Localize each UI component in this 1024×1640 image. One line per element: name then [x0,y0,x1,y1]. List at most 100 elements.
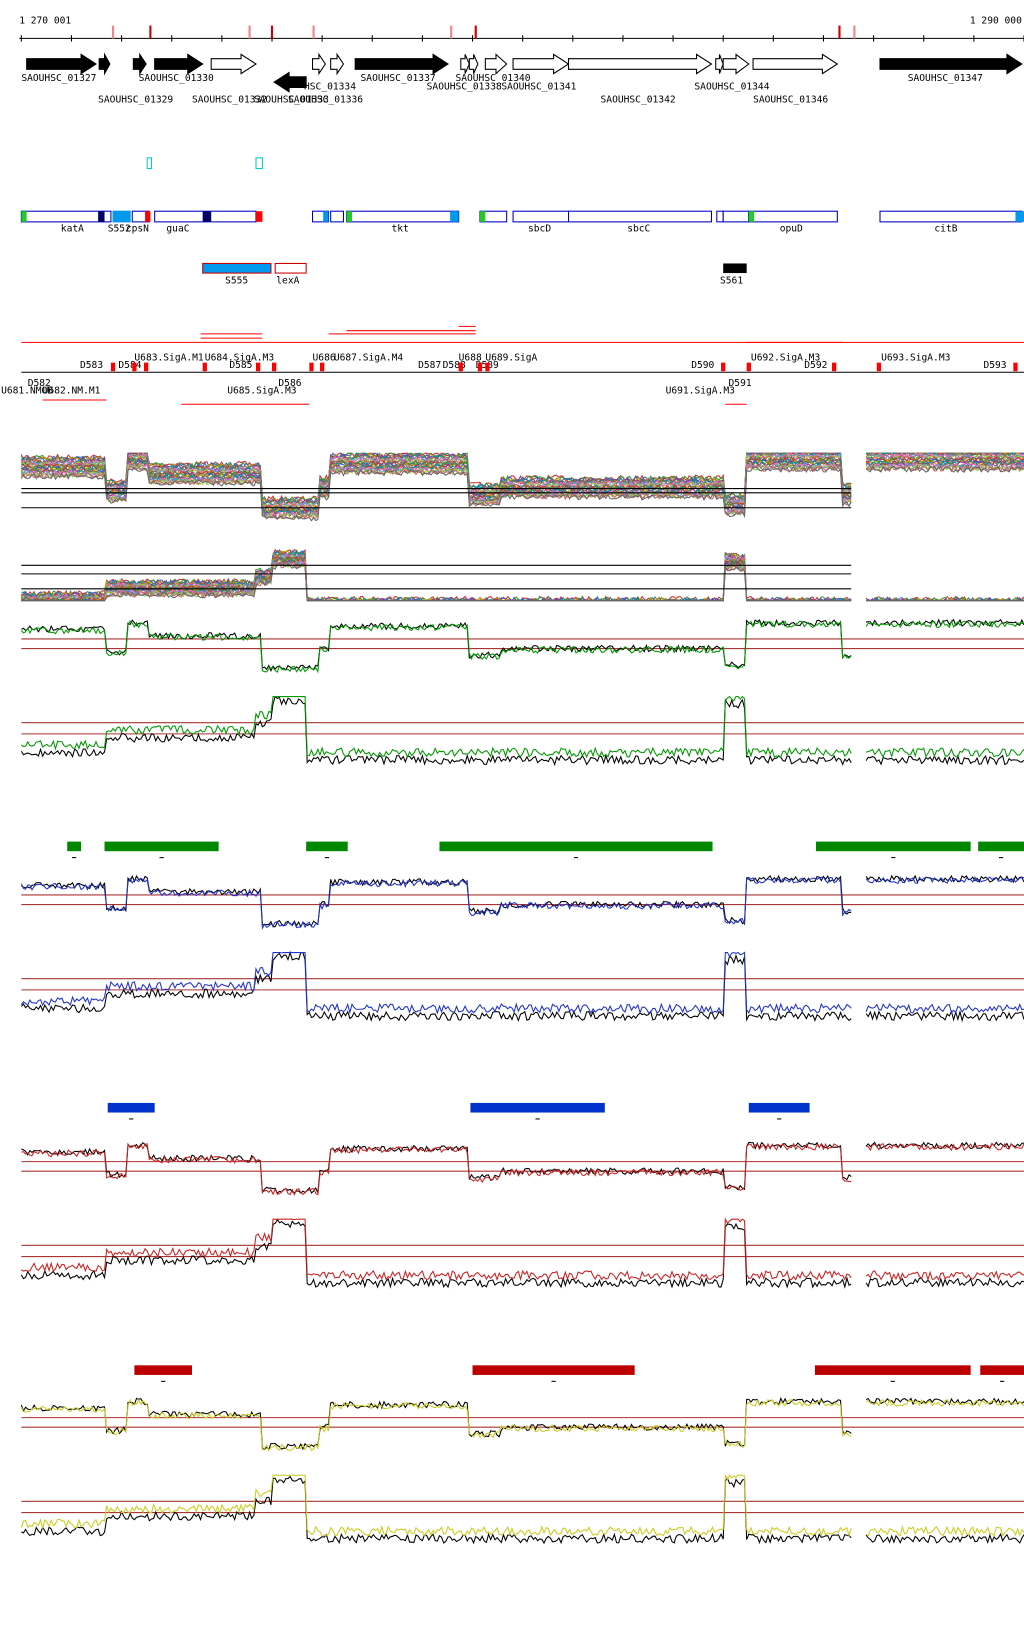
gene-label: SAOUHSC_01327 [21,73,96,84]
site-label: U685.SigA.M3 [227,386,297,397]
signal-trace [20,951,1024,1015]
gene-arrow [330,52,345,76]
site-flag [272,362,277,372]
gene-arrow [752,53,839,75]
annotation-block [145,211,151,222]
gene-label: SAOUHSC_01329 [98,94,173,105]
signal-trace [20,1398,1024,1452]
scale-start: 1 270 001 [19,15,71,26]
hit-mark [270,25,274,39]
gene-arrow [722,53,750,75]
region-bar [104,841,219,852]
signal-trace [20,1474,1024,1538]
annotation-block [98,211,105,222]
signal-trace [20,695,1024,767]
annotation-block [21,211,27,222]
hit-mark [450,25,453,39]
gene-arrow [312,52,326,76]
hit-mark [248,25,251,39]
region-bar [134,1365,192,1375]
hit-mark [474,25,477,39]
hit-mark [838,25,841,39]
site-flag [832,362,837,372]
signal-trace [20,875,1024,930]
gene-arrow [460,54,470,74]
signal-trace [21,562,1024,602]
annotation-block [346,211,352,222]
site-flag [485,362,490,372]
gene-arrow [468,54,479,74]
region-bar [980,1365,1024,1375]
site-label: U682.NM.M1 [43,386,101,397]
annotation-block [1015,211,1024,222]
gene-arrow [273,71,307,93]
site-flag [202,362,207,372]
annotation-label: katA [61,223,84,234]
gene-label: SAOUHSC_01338 [427,82,502,93]
site-label: D590 [691,360,714,371]
site-flag [309,362,314,372]
signal-trace [21,1141,1024,1195]
annotation-block [113,211,131,222]
annotation-block [202,211,212,222]
gene-arrow [154,53,204,75]
regulatory-box [274,262,307,274]
gene-arrow [354,53,449,75]
annotation-label: S552 [108,223,131,234]
site-label: D587 [418,360,441,371]
gene-label: SAOUHSC_01333 [254,94,329,105]
site-flag [876,362,882,372]
annotation-label: guaC [166,223,189,234]
site-flag [721,362,726,372]
site-flag [746,362,751,372]
annotation-box [568,210,712,223]
annotation-box [879,210,1023,223]
region-bar [748,1102,810,1113]
annotation-label: sbcC [627,223,650,234]
signal-trace [21,874,1024,928]
annotation-box [346,210,460,223]
gene-label: HSC_01334 [304,82,356,93]
annotation-box [102,210,112,223]
signal-trace [20,619,1024,674]
annotation-block [256,211,263,222]
site-label: U688 [459,353,482,364]
hit-mark [149,25,152,39]
gene-arrow [879,53,1023,75]
region-bar [107,1102,155,1113]
regulatory-box [202,262,272,274]
region-bar [67,841,82,852]
marker [146,157,152,170]
gene-label: SAOUHSC_01330 [139,73,214,84]
annotation-label: opuD [780,223,803,234]
gene-arrow [210,53,257,75]
gene-label: SAOUHSC_01341 [501,82,576,93]
gene-label: SAOUHSC_01340 [455,73,530,84]
annotation-label: cpsN [126,223,149,234]
gene-label: SAOUHSC_01342 [601,94,676,105]
site-label: D585 [229,360,252,371]
gene-arrow [98,52,111,76]
signal-trace [20,1218,1024,1290]
site-flag [144,362,149,372]
region-bar [472,1365,635,1375]
hit-mark [853,25,856,39]
gene-label: SAOUHSC_01337 [361,73,436,84]
site-label: U683.SigA.M1 [134,353,204,364]
annotation-box [20,210,104,223]
site-flag [110,362,116,372]
site-flag [256,362,261,372]
marker [255,157,263,170]
gene-label: SAOUHSC_01344 [694,82,769,93]
region-bar [816,841,971,852]
site-label: U681.NMOB [1,386,53,397]
site-flag [1013,362,1018,372]
site-label: D591 [729,378,752,389]
site-label: U684.SigA.M3 [205,353,275,364]
gene-label: SAOUHSC_01332 [192,94,267,105]
site-label: U692.SigA.M3 [751,353,821,364]
signal-trace [21,1217,1024,1282]
gene-label: SAOUHSC_01347 [908,73,983,84]
scale-end: 1 290 000 [970,15,1022,26]
annotation-label: sbcD [528,223,551,234]
